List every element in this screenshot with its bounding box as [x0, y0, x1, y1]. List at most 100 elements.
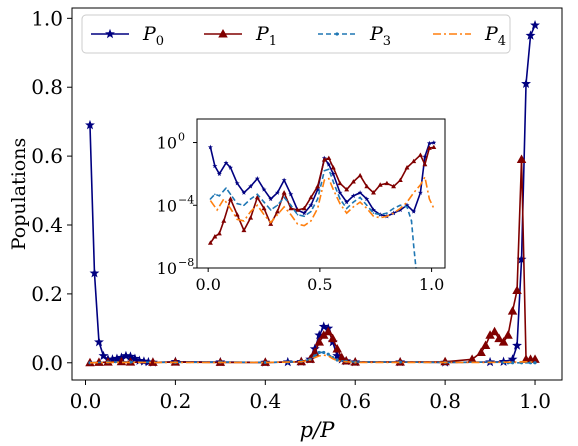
- inset-data-point: [274, 208, 280, 214]
- inset-data-point: [384, 180, 390, 186]
- data-point: [516, 154, 527, 164]
- inset-data-point: [337, 180, 343, 186]
- data-point: [134, 355, 145, 365]
- inset-data-point: [256, 193, 259, 196]
- data-point: [318, 330, 329, 339]
- inset-data-point: [330, 171, 336, 176]
- legend-label-subscript: 4: [498, 34, 506, 49]
- inset-y-tick-exponent: 0: [178, 131, 185, 144]
- inset-data-point: [301, 210, 307, 216]
- data-point: [98, 350, 109, 361]
- inset-data-point: [225, 187, 227, 189]
- inset-data-point: [422, 154, 428, 159]
- inset-data-point: [290, 204, 292, 207]
- inset-data-point: [212, 163, 218, 169]
- inset-data-point: [212, 234, 218, 239]
- inset-data-point: [221, 218, 227, 223]
- inset-data-point: [422, 161, 428, 167]
- y-tick-label: 0.4: [31, 213, 63, 237]
- inset-data-point: [357, 190, 363, 195]
- inset-data-point: [288, 191, 294, 197]
- legend-box: [81, 14, 511, 54]
- data-point: [314, 337, 324, 346]
- inset-data-point: [254, 176, 260, 181]
- data-point: [332, 350, 343, 361]
- data-point: [530, 20, 540, 30]
- inset-data-point: [234, 212, 240, 217]
- data-point: [322, 350, 326, 355]
- x-tick-label: 0.0: [70, 389, 102, 413]
- inset-data-point: [268, 196, 274, 202]
- data-point: [326, 352, 330, 356]
- inset-data-point: [315, 183, 321, 189]
- inset-data-point: [315, 186, 321, 192]
- legend-marker-0: [105, 28, 115, 39]
- legend-marker-1: [218, 29, 228, 38]
- inset-data-point: [417, 190, 423, 195]
- data-point: [525, 30, 536, 40]
- inset-data-point: [296, 213, 299, 216]
- inset-data-point: [308, 202, 314, 208]
- data-point: [494, 333, 504, 343]
- data-point: [129, 353, 140, 363]
- inset-data-point: [352, 201, 355, 203]
- inset-data-point: [326, 155, 332, 161]
- inset-data-point: [392, 207, 395, 210]
- data-point: [476, 347, 486, 356]
- inset-data-point: [426, 140, 432, 146]
- inset-data-point: [391, 183, 397, 189]
- data-point: [533, 361, 537, 365]
- data-point: [310, 347, 320, 356]
- inset-data-point: [261, 205, 267, 211]
- inset-data-point: [337, 190, 343, 195]
- data-point: [503, 330, 513, 339]
- inset-data-point: [274, 190, 280, 195]
- inset-data-point: [404, 165, 410, 170]
- inset-data-point: [326, 161, 332, 167]
- data-point: [336, 352, 347, 362]
- inset-data-point: [223, 160, 229, 166]
- inset-x-tick-label: 0.0: [195, 275, 220, 294]
- inset-data-point: [241, 227, 247, 233]
- data-point: [314, 330, 325, 340]
- inset-data-point: [321, 157, 327, 162]
- inset-data-point: [364, 196, 370, 202]
- inset-data-point: [359, 196, 361, 199]
- inset-data-point: [295, 207, 301, 212]
- legend: P0 P1 P3 P4: [81, 14, 511, 54]
- legend-marker-2: [335, 32, 339, 36]
- inset-data-point: [357, 172, 363, 178]
- inset-y-tick-label: 10: [157, 259, 177, 278]
- data-point: [498, 337, 509, 346]
- data-point: [510, 361, 515, 365]
- data-point: [489, 326, 500, 336]
- x-tick-label: 1.0: [519, 389, 551, 413]
- series-3: [89, 354, 536, 364]
- y-tick-label: 0.2: [31, 282, 63, 306]
- data-point: [335, 358, 339, 362]
- inset-data-point: [283, 196, 285, 199]
- inset-series-3: [209, 174, 435, 227]
- plot-frame: [71, 7, 563, 381]
- data-point: [112, 353, 122, 363]
- y-tick-label: 0.6: [31, 144, 63, 168]
- inset-data-point: [207, 144, 213, 150]
- inset-data-point: [339, 198, 341, 200]
- data-point: [125, 351, 136, 361]
- inset-data-point: [254, 194, 260, 200]
- inset-series-2: [209, 168, 417, 269]
- inset-data-point: [391, 210, 397, 216]
- inset-x-tick-label: 1.0: [419, 275, 444, 294]
- x-tick-label: 0.8: [429, 389, 461, 413]
- inset-data-point: [411, 158, 417, 164]
- inset-data-point: [216, 230, 222, 236]
- inset-data-point: [426, 145, 432, 150]
- x-tick-label: 0.4: [249, 389, 281, 413]
- y-tick-label: 0.8: [31, 75, 63, 99]
- inset-data-point: [399, 204, 402, 207]
- inset-data-point: [303, 215, 306, 218]
- inset-series-1: [207, 144, 437, 245]
- y-axis-label: Populations: [8, 138, 30, 250]
- inset-data-point: [207, 240, 213, 245]
